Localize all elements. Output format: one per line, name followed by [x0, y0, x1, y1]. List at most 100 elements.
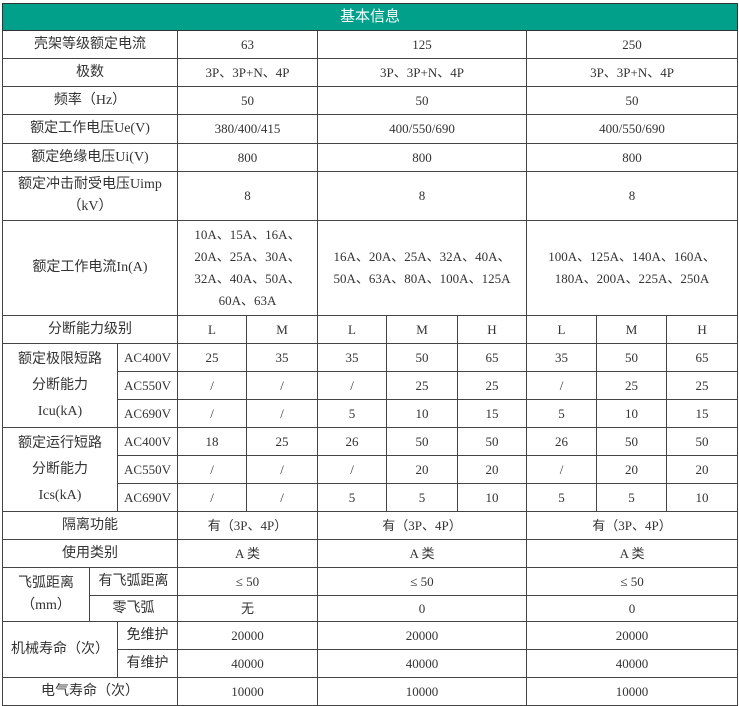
table-row: 飞弧距离（mm） 有飞弧距离 ≤ 50 ≤ 50 ≤ 50	[2, 567, 739, 622]
value-125: 有（3P、4P）	[317, 511, 527, 540]
value-cell: 35	[526, 343, 597, 372]
value-125: 20000	[317, 621, 527, 650]
value-63: ≤ 50	[177, 567, 318, 596]
value-250: 800	[525, 143, 739, 172]
value-cell: /	[526, 371, 597, 400]
table-row: 额定极限短路分断能力Icu(kA) AC400V 25 35 35 50 65 35 50 65	[2, 343, 739, 428]
value-cell: 10	[665, 483, 739, 512]
value-cell: 5	[526, 399, 597, 428]
value-cell: 20	[457, 455, 527, 484]
value-125: 40000	[317, 649, 527, 678]
value-63: 3P、3P+N、4P	[177, 58, 318, 87]
row-label: 机械寿命（次）	[2, 621, 118, 678]
value-125: 0	[317, 595, 527, 622]
header-row: 基本信息	[1, 3, 739, 31]
value-cell: 50	[386, 427, 458, 456]
value-63: 50	[177, 86, 318, 115]
value-cell: 26	[317, 427, 387, 456]
sub-label: 有维护	[117, 649, 178, 678]
value-63: 10A、15A、16A、20A、25A、30A、32A、40A、50A、60A、…	[177, 220, 318, 316]
value-cell: /	[177, 371, 247, 400]
value-250: A 类	[525, 539, 739, 568]
level-cell: M	[246, 315, 318, 344]
value-cell: 35	[246, 343, 318, 372]
value-125: 400/550/690	[317, 114, 527, 144]
voltage-label: AC550V	[117, 455, 178, 484]
sub-label: 免维护	[117, 621, 178, 650]
value-125: 125	[317, 30, 527, 59]
row-label: 额定工作电压Ue(V)	[2, 114, 178, 144]
value-cell: 50	[457, 427, 527, 456]
value-cell: 20	[665, 455, 739, 484]
row-label: 极数	[2, 58, 178, 87]
breaking-level-row: 分断能力级别 L M L M H L M H	[2, 315, 739, 344]
table-row: AC550V / //25 25/25 25	[3, 371, 739, 400]
value-63: 10000	[177, 677, 318, 706]
value-cell: /	[177, 399, 247, 428]
value-cell: 10	[386, 399, 458, 428]
value-cell: 5	[596, 483, 667, 512]
value-250: 0	[525, 595, 739, 622]
value-cell: /	[177, 455, 247, 484]
value-250: 8	[525, 171, 739, 221]
value-250: 3P、3P+N、4P	[525, 58, 739, 87]
row-label: 飞弧距离（mm）	[2, 567, 90, 622]
value-cell: 50	[386, 343, 458, 372]
sub-label: 零飞弧	[89, 595, 178, 622]
value-cell: 20	[596, 455, 667, 484]
level-cell: L	[317, 315, 387, 344]
value-cell: /	[526, 455, 597, 484]
value-cell: 5	[386, 483, 458, 512]
value-125: ≤ 50	[317, 567, 527, 596]
row-label: 额定冲击耐受电压Uimp（kV）	[2, 171, 178, 221]
table-row: 壳架等级额定电流 63 125 250	[2, 30, 739, 59]
value-cell: /	[246, 371, 318, 400]
value-63: 800	[177, 143, 318, 172]
row-label: 额定运行短路分断能力Ics(kA)	[2, 427, 118, 512]
value-125: 50	[317, 86, 527, 115]
value-63: A 类	[177, 539, 318, 568]
value-cell: 35	[317, 343, 387, 372]
value-cell: /	[246, 399, 318, 428]
value-250: 250	[525, 30, 739, 59]
value-63: 20000	[177, 621, 318, 650]
value-cell: 65	[457, 343, 527, 372]
value-125: 16A、20A、25A、32A、40A、50A、63A、80A、100A、125…	[317, 220, 527, 316]
value-cell: /	[246, 455, 318, 484]
row-label: 电气寿命（次）	[2, 677, 178, 706]
row-label: 隔离功能	[2, 511, 178, 540]
value-63: 380/400/415	[177, 114, 318, 144]
value-cell: 50	[596, 427, 667, 456]
level-cell: M	[386, 315, 458, 344]
value-cell: 10	[596, 399, 667, 428]
table-row: 电气寿命（次） 10000 10000 10000	[2, 677, 739, 706]
value-250: 有（3P、4P）	[525, 511, 739, 540]
value-cell: 50	[665, 427, 739, 456]
table-row: 额定绝缘电压Ui(V) 800 800 800	[2, 143, 739, 172]
value-cell: 25	[177, 343, 247, 372]
value-cell: 25	[457, 371, 527, 400]
table-row: 频率（Hz） 50 50 50	[2, 86, 739, 115]
voltage-label: AC690V	[117, 483, 178, 512]
level-cell: H	[665, 315, 739, 344]
table-title: 基本信息	[1, 3, 739, 31]
value-cell: 15	[457, 399, 527, 428]
voltage-label: AC400V	[117, 427, 178, 456]
voltage-label: AC400V	[117, 343, 178, 372]
row-label: 分断能力级别	[2, 315, 178, 344]
value-cell: 25	[665, 371, 739, 400]
value-cell: 26	[526, 427, 597, 456]
value-125: A 类	[317, 539, 527, 568]
value-cell: 25	[246, 427, 318, 456]
value-cell: 50	[596, 343, 667, 372]
value-cell: 5	[317, 483, 387, 512]
table-row: 隔离功能 有（3P、4P） 有（3P、4P） 有（3P、4P）	[2, 511, 739, 540]
sub-label: 有飞弧距离	[89, 567, 178, 596]
table-row: 额定运行短路分断能力Ics(kA) AC400V 18 25 26 50 50 26 50 50	[2, 427, 739, 512]
row-label: 壳架等级额定电流	[2, 30, 178, 59]
value-cell: /	[177, 483, 247, 512]
value-cell: 65	[665, 343, 739, 372]
value-cell: /	[317, 371, 387, 400]
row-label: 额定极限短路分断能力Icu(kA)	[2, 343, 118, 428]
row-label: 额定绝缘电压Ui(V)	[2, 143, 178, 172]
